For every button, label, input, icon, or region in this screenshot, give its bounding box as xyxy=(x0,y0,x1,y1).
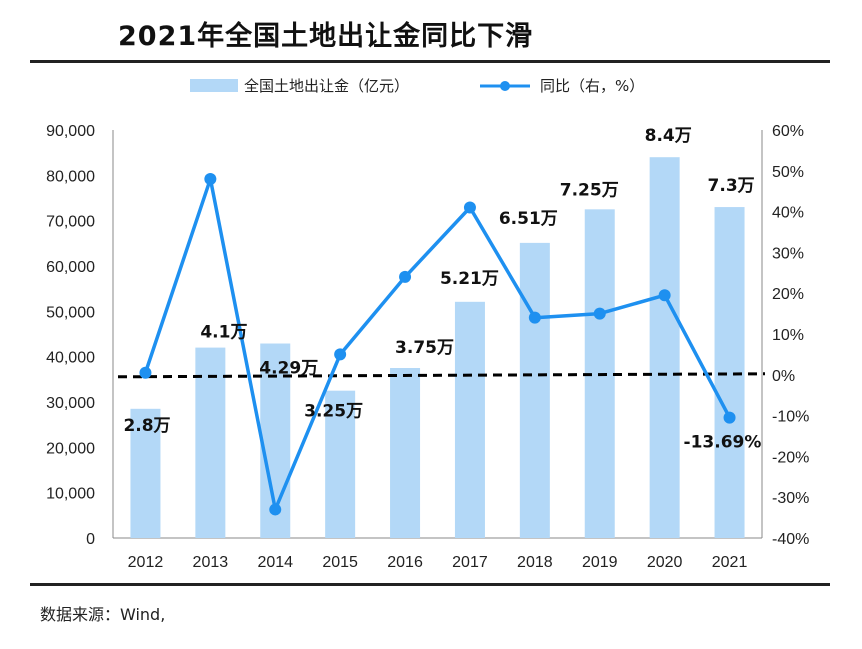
bar-label-2015: 3.25万 xyxy=(304,402,363,422)
left-tick-label: 70,000 xyxy=(46,214,95,231)
bar-label-2021: 7.3万 xyxy=(708,176,755,196)
x-tick-label-2014: 2014 xyxy=(257,554,293,571)
left-tick-label: 0 xyxy=(86,531,95,548)
left-tick-label: 40,000 xyxy=(46,350,95,367)
x-tick-label-2021: 2021 xyxy=(712,554,748,571)
zero-line-group xyxy=(117,372,766,379)
bar-2012 xyxy=(130,408,161,538)
bar-label-2012: 2.8万 xyxy=(123,416,170,436)
left-tick-label: 10,000 xyxy=(46,486,95,503)
yoy-highlight-label: -13.69% xyxy=(684,433,762,453)
x-tick-label-2019: 2019 xyxy=(582,554,618,571)
left-tick-label: 20,000 xyxy=(46,440,95,457)
yoy-point-2015 xyxy=(334,348,347,361)
left-axis-ticks: 0 10,000 20,000 30,000 40,000 50,000 60,000 70,… xyxy=(46,123,95,548)
x-tick-label-2017: 2017 xyxy=(452,554,488,571)
legend-bar-swatch xyxy=(190,79,238,92)
bar-2020 xyxy=(649,157,680,538)
left-tick-label: 90,000 xyxy=(46,123,95,140)
right-tick-label: -30% xyxy=(772,490,809,507)
x-tick-label-2015: 2015 xyxy=(322,554,358,571)
legend-line-label: 同比（右，%） xyxy=(540,77,644,95)
bar-label-2017: 5.21万 xyxy=(440,269,499,289)
line-group xyxy=(139,172,736,516)
right-axis-ticks: -40% -30% -20% -10% 0% 10% 20% 30% 40% 50% 60% xyxy=(772,123,809,548)
yoy-point-2020 xyxy=(658,289,671,302)
right-tick-label: -20% xyxy=(772,449,809,466)
source-note: 数据来源：Wind, xyxy=(40,605,166,624)
bar-label-2013: 4.1万 xyxy=(200,323,247,343)
bar-2018 xyxy=(519,242,550,538)
legend: 全国土地出让金（亿元） 同比（右，%） xyxy=(190,77,644,95)
yoy-point-2012 xyxy=(139,366,152,379)
bar-2017 xyxy=(454,301,485,538)
yoy-point-2017 xyxy=(463,201,476,214)
bar-label-2019: 7.25万 xyxy=(560,180,619,200)
x-tick-label-2016: 2016 xyxy=(387,554,423,571)
left-tick-label: 50,000 xyxy=(46,304,95,321)
right-tick-label: 50% xyxy=(772,164,804,181)
yoy-point-2014 xyxy=(269,503,282,516)
left-tick-label: 30,000 xyxy=(46,395,95,412)
right-tick-label: 40% xyxy=(772,205,804,222)
legend-line-marker xyxy=(500,81,510,91)
zero-percent-line xyxy=(117,372,766,379)
right-tick-label: 20% xyxy=(772,286,804,303)
x-tick-label-2013: 2013 xyxy=(193,554,229,571)
left-tick-label: 80,000 xyxy=(46,168,95,185)
bar-2016 xyxy=(390,368,421,538)
right-tick-label: 10% xyxy=(772,327,804,344)
x-tick-label-2018: 2018 xyxy=(517,554,553,571)
bar-label-2020: 8.4万 xyxy=(645,126,692,146)
right-tick-label: -40% xyxy=(772,531,809,548)
x-tick-label-2020: 2020 xyxy=(647,554,683,571)
chart-title: 2021年全国土地出让金同比下滑 xyxy=(118,21,534,52)
x-axis-ticks: 2012 2013 2014 2015 2016 2017 2018 2019 2020 2021 xyxy=(128,554,748,571)
bar-label-2016: 3.75万 xyxy=(395,338,454,358)
top-rule xyxy=(30,60,830,63)
right-tick-label: 0% xyxy=(772,368,795,385)
right-tick-label: 60% xyxy=(772,123,804,140)
yoy-point-2016 xyxy=(399,270,412,283)
yoy-point-2021 xyxy=(723,411,736,424)
chart-canvas: 全国土地出让金（亿元） 同比（右，%） 2.8万 4.1万 4.29万 3.25万 3.… xyxy=(46,77,809,571)
bar-2015 xyxy=(325,390,356,538)
right-tick-label: 30% xyxy=(772,245,804,262)
bar-label-2018: 6.51万 xyxy=(499,209,558,229)
yoy-point-2013 xyxy=(204,172,217,185)
bottom-rule xyxy=(30,583,830,586)
yoy-point-2019 xyxy=(593,307,606,320)
yoy-point-2018 xyxy=(528,311,541,324)
bar-label-2014: 4.29万 xyxy=(259,359,318,379)
left-tick-label: 60,000 xyxy=(46,259,95,276)
x-tick-label-2012: 2012 xyxy=(128,554,164,571)
legend-bar-label: 全国土地出让金（亿元） xyxy=(244,77,409,95)
yoy-line xyxy=(143,177,732,512)
bar-2013 xyxy=(195,347,226,538)
right-tick-label: -10% xyxy=(772,409,809,426)
